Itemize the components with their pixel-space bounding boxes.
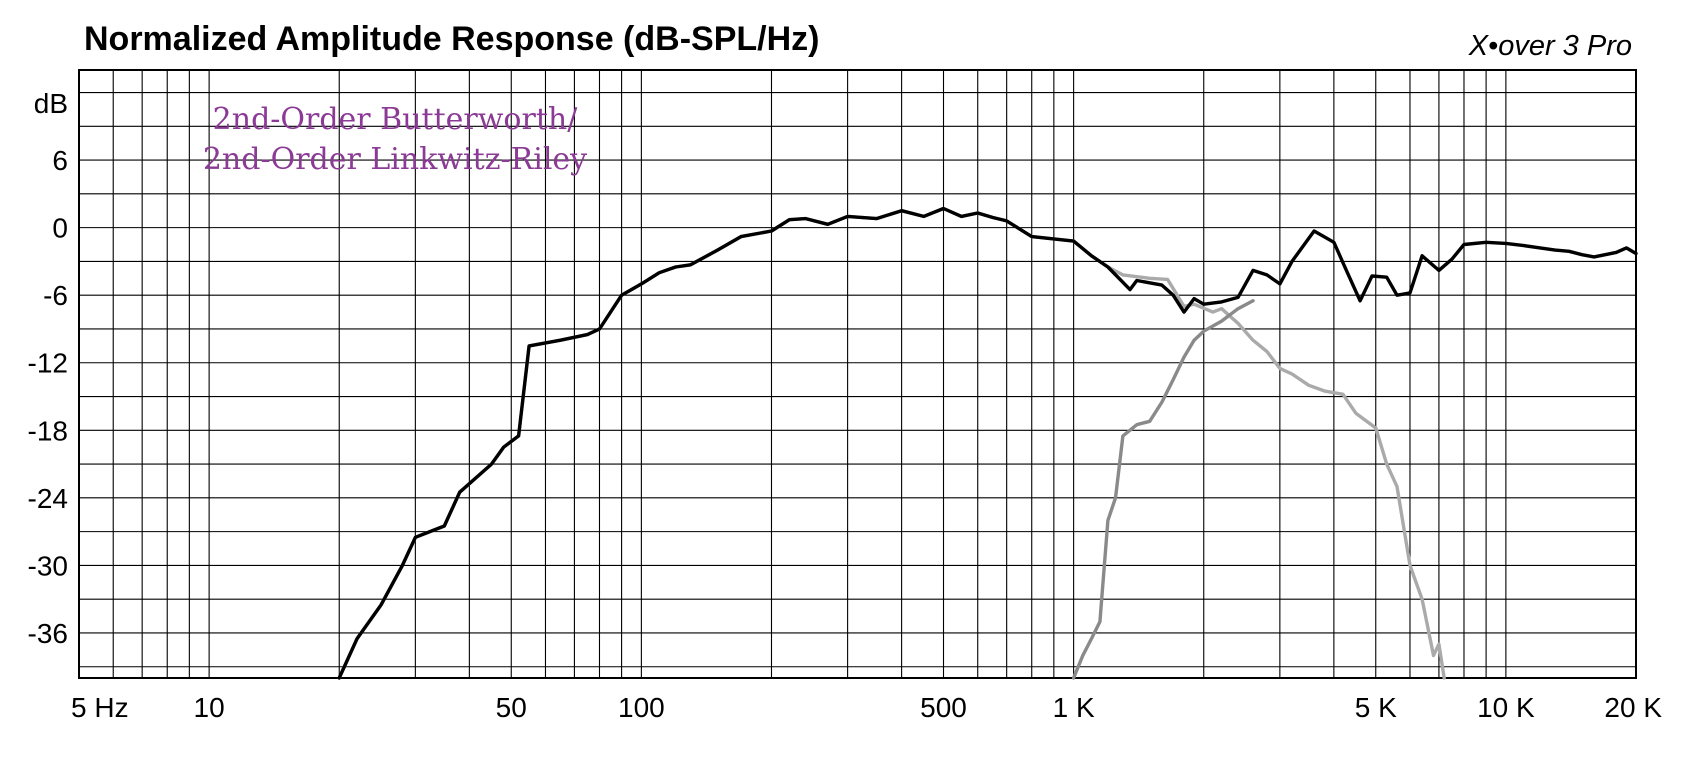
- y-tick-labels: 6 0 -6 -12 -18 -24 -30 -36: [28, 145, 68, 649]
- series-line-2: [1071, 299, 1255, 680]
- y-tick-label: 0: [52, 213, 68, 244]
- y-tick-label: -24: [28, 483, 68, 514]
- annotation-line: 2nd-Order Linkwitz-Riley: [203, 142, 587, 177]
- x-tick-label: 10 K: [1477, 692, 1535, 723]
- y-unit-label: dB: [34, 88, 68, 119]
- y-tick-label: -18: [28, 415, 68, 446]
- x-tick-label: 1 K: [1053, 692, 1095, 723]
- series-line-1: [337, 206, 1446, 680]
- y-tick-label: -6: [43, 280, 68, 311]
- annotation-line: 2nd-Order Butterworth/: [213, 102, 579, 137]
- x-tick-labels: 5 Hz 10 50 100 500 1 K 5 K 10 K 20 K: [71, 692, 1662, 723]
- x-tick-label: 500: [920, 692, 967, 723]
- chart-title: Normalized Amplitude Response (dB-SPL/Hz…: [84, 20, 820, 58]
- y-tick-label: -12: [28, 348, 68, 379]
- y-tick-label: -36: [28, 618, 68, 649]
- y-tick-label: 6: [52, 145, 68, 176]
- x-tick-label: 10: [194, 692, 225, 723]
- x-tick-label: 5 K: [1355, 692, 1397, 723]
- series-lines: [337, 206, 1638, 680]
- series-line-3: [337, 206, 1638, 680]
- x-tick-label: 50: [496, 692, 527, 723]
- x-tick-label: 100: [618, 692, 665, 723]
- x-tick-label: 20 K: [1604, 692, 1662, 723]
- filter-annotation: 2nd-Order Butterworth/2nd-Order Linkwitz…: [203, 102, 587, 177]
- grid-lines: [79, 70, 1636, 678]
- plot-area: [78, 69, 1637, 679]
- y-tick-label: -30: [28, 550, 68, 581]
- brand-label: X•over 3 Pro: [1468, 30, 1632, 62]
- x-tick-label: 5 Hz: [71, 692, 129, 723]
